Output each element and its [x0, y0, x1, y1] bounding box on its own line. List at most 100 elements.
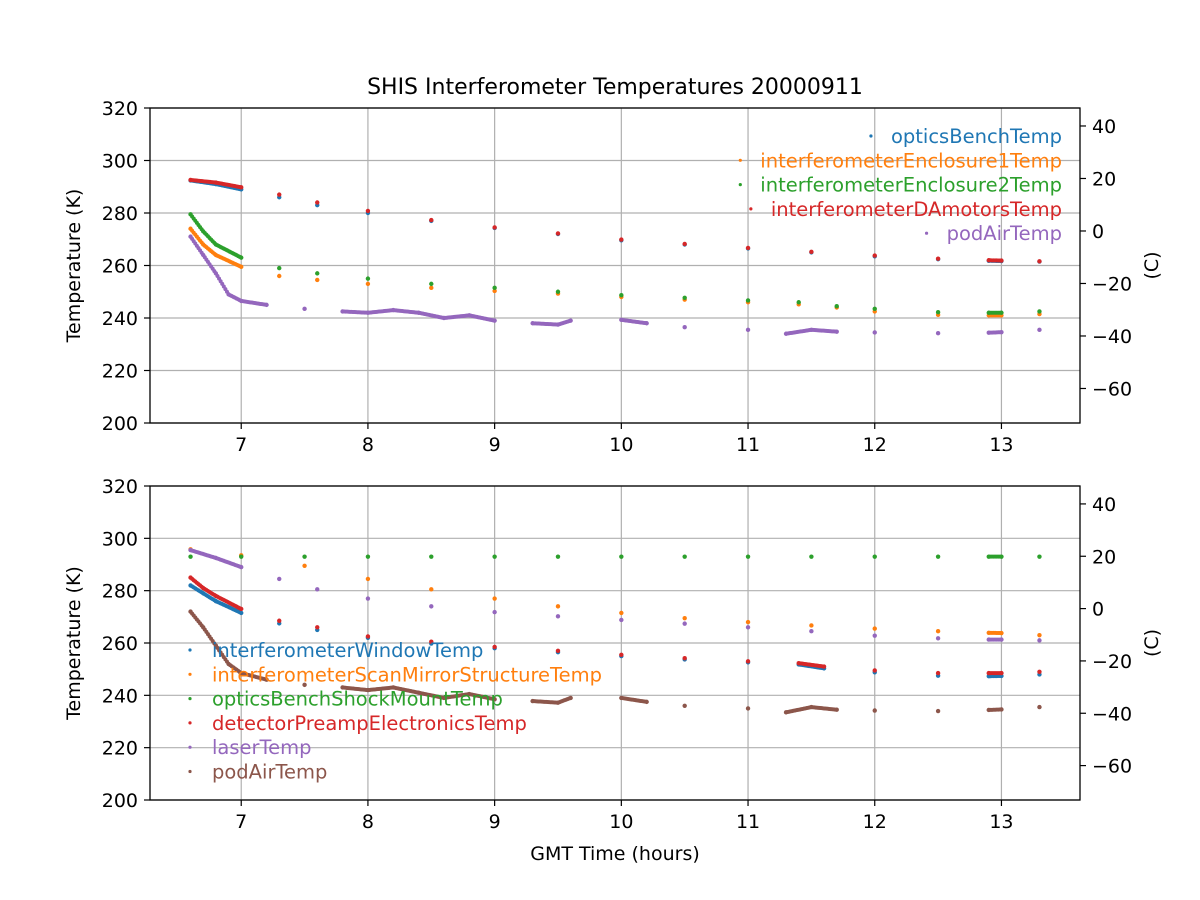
legend-label: interferometerEnclosure1Temp [760, 149, 1062, 172]
data-point [239, 564, 244, 570]
x-tick-label: 12 [863, 811, 887, 833]
x-tick-label: 10 [609, 434, 633, 456]
data-point [872, 306, 877, 312]
data-point [745, 554, 751, 559]
data-point [429, 587, 434, 592]
x-axis: 7 8 9 10 11 12 13 [235, 800, 1014, 833]
y-axis-label: Temperature (K) [63, 566, 85, 721]
data-point [492, 609, 497, 615]
data-point [999, 630, 1004, 636]
data-point [239, 610, 244, 616]
data-point [935, 636, 941, 641]
legend-label: opticsBenchTemp [891, 125, 1062, 148]
data-point [745, 245, 751, 251]
legend-label: interferometerScanMirrorStructureTemp [212, 663, 602, 686]
data-point [809, 629, 814, 634]
data-point [682, 295, 687, 300]
x-tick-label: 12 [863, 434, 887, 456]
x-tick-label: 8 [362, 434, 374, 456]
data-point [365, 596, 371, 601]
y-tick-label: 260 [102, 633, 138, 655]
data-point [555, 231, 561, 236]
legend-marker [188, 745, 192, 749]
data-point [619, 610, 624, 616]
data-point [429, 217, 434, 223]
data-point [745, 659, 751, 664]
data-point [277, 265, 282, 271]
data-point [821, 664, 827, 669]
series-interferometerEnclosure2Temp [188, 212, 1042, 315]
data-point [555, 554, 561, 559]
data-point [555, 614, 561, 619]
y-right-tick-label: −60 [1092, 756, 1132, 778]
data-point [682, 615, 687, 621]
y-right-tick-label: 40 [1092, 116, 1116, 138]
legend: interferometerWindowTempinterferometerSc… [188, 639, 602, 784]
x-tick-label: 11 [736, 434, 760, 456]
y-axis-right-label: (C) [1141, 251, 1163, 279]
data-point [682, 703, 687, 708]
data-point [315, 625, 320, 630]
data-point [745, 327, 751, 333]
data-point [872, 626, 877, 631]
y-tick-label: 300 [102, 528, 138, 550]
data-point [619, 617, 624, 623]
data-point [999, 329, 1004, 335]
y-tick-label: 240 [102, 308, 138, 330]
data-point [872, 633, 877, 638]
data-point [365, 281, 371, 287]
data-point [999, 554, 1004, 559]
data-point [492, 318, 497, 323]
x-tick-label: 7 [235, 811, 247, 833]
y-right-tick-label: 40 [1092, 494, 1116, 516]
y-right-tick-label: −20 [1092, 273, 1132, 295]
data-point [834, 329, 839, 334]
y-right-tick-label: 0 [1092, 221, 1104, 243]
data-point [492, 285, 497, 291]
data-point [619, 237, 624, 242]
series-podAirTemp [188, 234, 1042, 336]
y-tick-label: 220 [102, 361, 138, 383]
data-point [568, 318, 573, 323]
y-right-tick-label: 0 [1092, 599, 1104, 621]
data-point [492, 697, 497, 702]
data-point [1037, 638, 1042, 643]
data-point [239, 606, 244, 612]
data-point [682, 241, 687, 247]
data-point [239, 264, 244, 270]
chart-title: SHIS Interferometer Temperatures 2000091… [367, 75, 863, 100]
data-point [365, 576, 371, 582]
data-point [999, 670, 1004, 676]
data-point [682, 324, 687, 330]
series-podAirTemp [188, 609, 1042, 715]
data-point [644, 699, 649, 705]
data-point [935, 629, 941, 634]
data-point [492, 596, 497, 601]
legend-marker [738, 158, 742, 162]
legend-marker [188, 672, 192, 676]
data-point [745, 619, 751, 625]
legend-marker [749, 207, 753, 211]
data-point [935, 331, 941, 336]
top-panel: 7 8 9 10 11 12 13200220240260280300320−60−40−2… [63, 98, 1163, 456]
data-point [872, 330, 877, 335]
y-axis-left: 200 220 240 260 280 300 320 [102, 98, 150, 435]
y-axis-label: Temperature (K) [63, 189, 85, 344]
data-point [619, 292, 624, 298]
y-right-tick-label: −20 [1092, 651, 1132, 673]
y-tick-label: 260 [102, 256, 138, 278]
legend-marker [188, 697, 192, 701]
legend-label: opticsBenchShockMountTemp [212, 688, 503, 711]
x-tick-label: 13 [989, 434, 1013, 456]
data-point [302, 563, 307, 569]
bottom-panel: 7 8 9 10 11 12 13200220240260280300320−60−40−2… [63, 476, 1163, 865]
series-laserTemp [188, 547, 1042, 643]
data-point [302, 554, 307, 559]
data-point [429, 639, 434, 644]
data-point [872, 708, 877, 713]
data-point [1037, 632, 1042, 638]
data-point [239, 554, 244, 559]
data-point [809, 623, 814, 628]
data-point [745, 706, 751, 711]
y-axis-right-label: (C) [1141, 629, 1163, 657]
